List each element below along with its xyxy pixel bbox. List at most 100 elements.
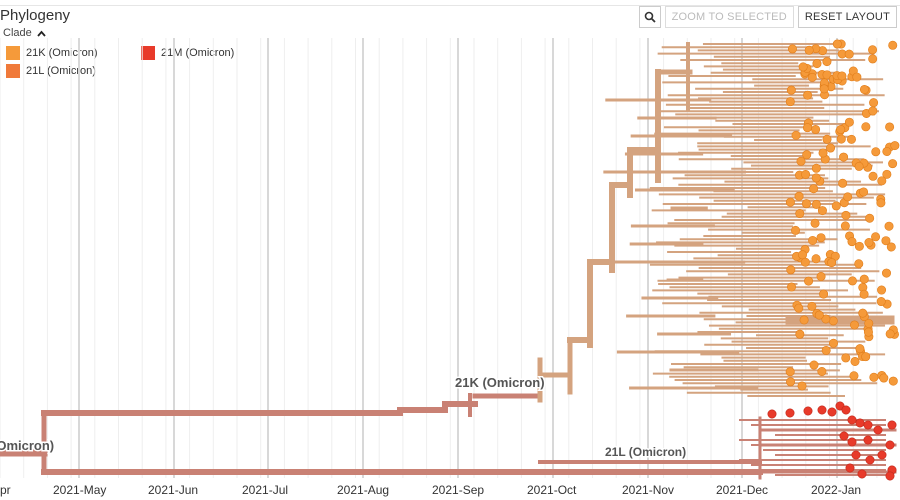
tip-21k: [879, 373, 889, 383]
tip-21k: [795, 209, 805, 219]
top-divider: [0, 5, 900, 6]
tip-21k: [864, 318, 874, 328]
reset-layout-button[interactable]: RESET LAYOUT: [797, 6, 897, 28]
tree-labels: (Omicron) 21K (Omicron) 21L (Omicron): [0, 374, 688, 461]
tip-21k: [876, 198, 886, 208]
tip-21k: [801, 199, 811, 209]
tip-21k: [859, 187, 869, 197]
tip-21k: [836, 134, 846, 144]
tree-branches[interactable]: [0, 42, 897, 480]
tip-21k: [804, 276, 814, 286]
tip-21m: [885, 471, 895, 481]
tip-21k: [811, 125, 821, 135]
tip-21m: [839, 431, 849, 441]
tip-21k: [877, 176, 887, 186]
tip-21k: [841, 210, 851, 220]
tip-21k: [888, 159, 898, 169]
tree-tips[interactable]: [767, 39, 900, 481]
legend-label: 21M (Omicron): [161, 47, 235, 59]
tip-21k: [888, 376, 898, 386]
tip-21m: [851, 450, 861, 460]
tip-21k: [838, 178, 848, 188]
tip-21k: [831, 201, 841, 211]
tip-21k: [868, 45, 878, 55]
axis-tick-label: 2022-Jan: [811, 483, 861, 497]
tip-21k: [847, 237, 857, 247]
tip-21k: [818, 148, 828, 158]
tip-21k: [787, 282, 797, 292]
panel-title: Phylogeny: [0, 7, 71, 24]
tip-21k: [798, 250, 808, 260]
axis-tick-label: 2021-Nov: [622, 483, 674, 497]
tip-21k: [827, 258, 837, 268]
tip-21k: [811, 199, 821, 209]
tip-21m: [827, 407, 837, 417]
zoom-icon-button[interactable]: [638, 6, 661, 28]
tip-21k: [859, 84, 869, 94]
tip-21k: [803, 90, 813, 100]
tip-21k: [817, 206, 827, 216]
tip-21m: [817, 405, 827, 415]
tip-21k: [839, 152, 849, 162]
tip-21k: [858, 308, 868, 318]
tip-21k: [816, 272, 826, 282]
clade-legend-toggle[interactable]: Clade: [3, 27, 46, 39]
axis-tick-label: Apr: [0, 483, 11, 497]
tip-21k: [847, 276, 857, 286]
time-axis: Apr 2021-May 2021-Jun 2021-Jul 2021-Aug 2021-…: [0, 483, 861, 497]
tip-21k: [795, 329, 805, 339]
tip-21k: [890, 141, 900, 151]
tip-21k: [832, 39, 842, 49]
tip-21m: [785, 408, 795, 418]
tip-21k: [828, 338, 838, 348]
tip-21k: [807, 301, 817, 311]
tip-21m: [803, 406, 813, 416]
tip-21k: [837, 71, 847, 81]
tip-21k: [886, 242, 896, 252]
tip-21k: [882, 146, 892, 156]
tip-21k: [863, 327, 873, 337]
tip-21k: [877, 285, 887, 295]
tip-21k: [855, 344, 865, 354]
tip-21k: [884, 221, 894, 231]
tip-21k: [808, 235, 818, 245]
tip-21k: [791, 225, 801, 235]
tip-21k: [822, 70, 832, 80]
tip-21k: [840, 221, 850, 231]
tip-21k: [819, 84, 829, 94]
tip-21k: [865, 213, 875, 223]
tip-21k: [791, 130, 801, 140]
legend-item-21m[interactable]: 21M (Omicron): [141, 46, 234, 60]
tip-21k: [804, 45, 814, 55]
axis-tick-label: 2021-Aug: [337, 483, 389, 497]
tip-21k: [869, 372, 879, 382]
tip-21k: [852, 72, 862, 82]
tip-21k: [868, 106, 878, 116]
tip-21k: [814, 310, 824, 320]
tip-21k: [849, 371, 859, 381]
tip-21k: [861, 122, 871, 132]
tip-21k: [864, 238, 874, 248]
tip-21k: [802, 150, 812, 160]
tip-21k: [881, 268, 891, 278]
tip-21k: [854, 241, 864, 251]
tip-21k: [812, 59, 822, 69]
tip-21k: [841, 353, 851, 363]
tip-21m: [845, 463, 855, 473]
tip-21k: [871, 147, 881, 157]
tip-21m: [767, 409, 777, 419]
tip-21k: [850, 356, 860, 366]
zoom-to-selected-button[interactable]: ZOOM TO SELECTED: [664, 6, 794, 28]
axis-tick-label: 2021-Oct: [527, 483, 577, 497]
tip-21k: [798, 62, 808, 72]
tip-21k: [854, 259, 864, 269]
tip-21k: [811, 163, 821, 173]
tip-21k: [797, 381, 807, 391]
tip-21k: [794, 191, 804, 201]
tip-21k: [876, 297, 886, 307]
tip-21k: [861, 352, 871, 362]
tip-21k: [817, 366, 827, 376]
tip-21k: [799, 315, 809, 325]
tip-21k: [794, 303, 804, 313]
